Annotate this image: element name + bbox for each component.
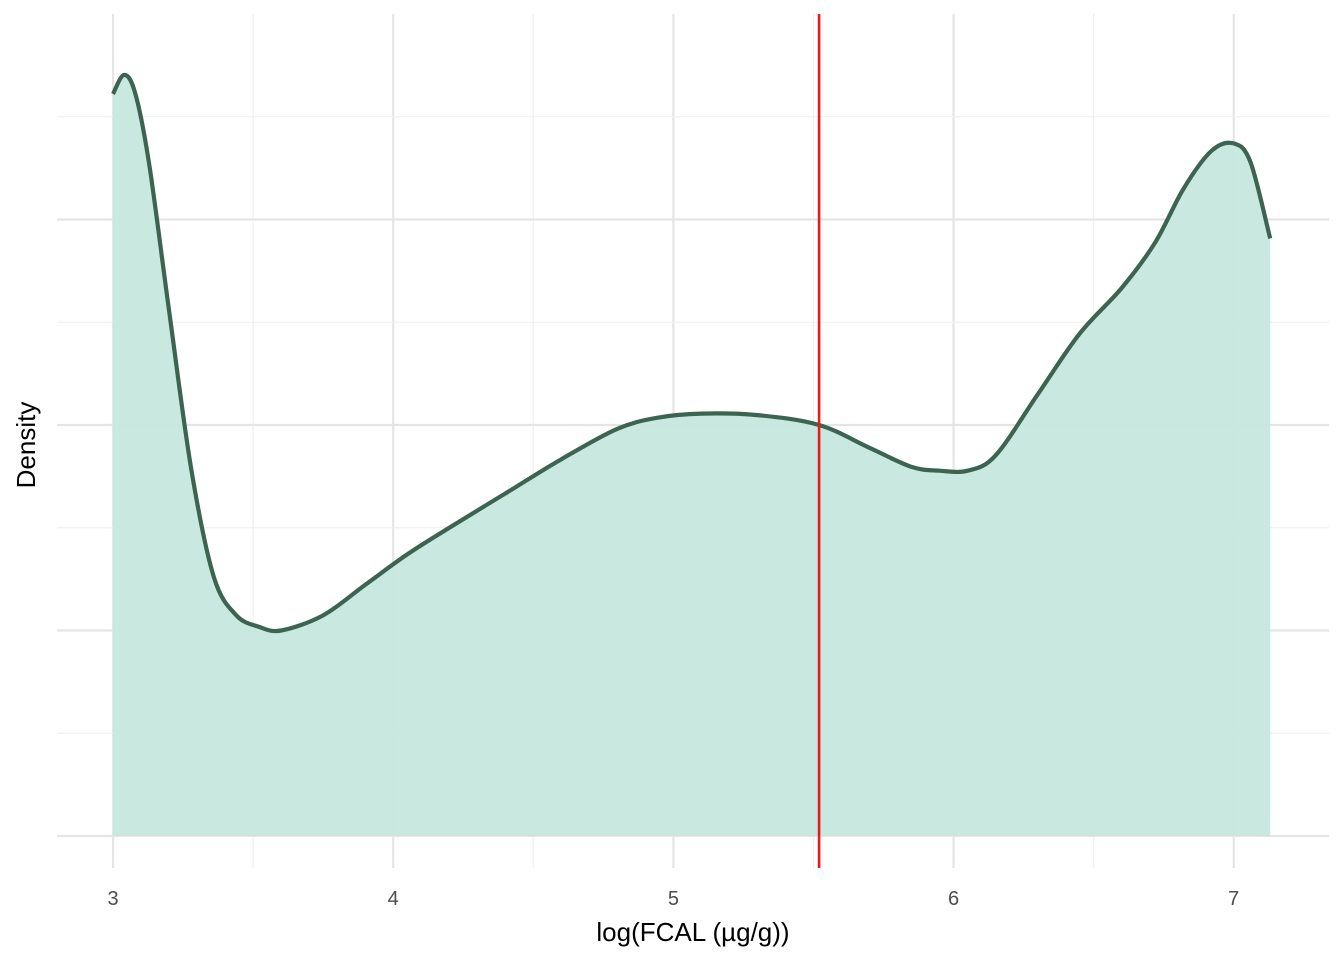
x-tick-label: 4	[388, 888, 399, 910]
density-area-fill	[113, 74, 1271, 836]
x-tick-label: 5	[668, 888, 679, 910]
density-area-group	[111, 72, 1273, 836]
x-axis-title: log(FCAL (µg/g))	[596, 917, 789, 947]
x-tick-labels: 3 4 5 6 7	[107, 888, 1239, 910]
y-axis-title: Density	[11, 402, 41, 489]
x-tick-label: 3	[107, 888, 118, 910]
density-curve-line	[111, 72, 1273, 634]
x-tick-label: 7	[1228, 888, 1239, 910]
x-tick-label: 6	[948, 888, 959, 910]
